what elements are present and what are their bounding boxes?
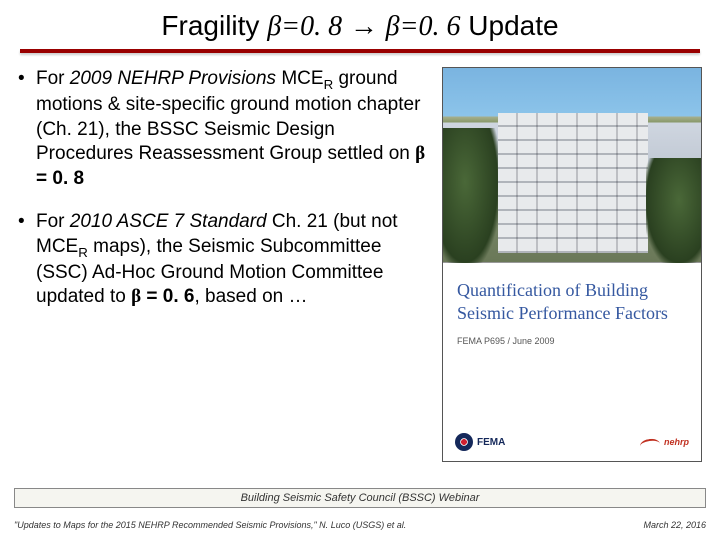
nehrp-logo: nehrp <box>646 437 689 447</box>
fema-logo: FEMA <box>455 433 505 451</box>
bottom-line: "Updates to Maps for the 2015 NEHRP Reco… <box>14 520 706 530</box>
slide-title: Fragility β=0. 8 → β=0. 6 Update <box>0 0 720 49</box>
bullet-item: •For 2010 ASCE 7 Standard Ch. 21 (but no… <box>18 210 426 310</box>
bullet-item: •For 2009 NEHRP Provisions MCER ground m… <box>18 67 426 192</box>
bullet-list: •For 2009 NEHRP Provisions MCER ground m… <box>18 67 426 462</box>
cover-title: Quantification of Building Seismic Perfo… <box>457 279 687 324</box>
cover-photo <box>443 68 701 263</box>
citation: "Updates to Maps for the 2015 NEHRP Reco… <box>14 520 406 530</box>
footer-bar: Building Seismic Safety Council (BSSC) W… <box>14 488 706 508</box>
cover-image: Quantification of Building Seismic Perfo… <box>442 67 702 462</box>
content-area: •For 2009 NEHRP Provisions MCER ground m… <box>0 53 720 462</box>
cover-subtitle: FEMA P695 / June 2009 <box>457 336 687 346</box>
date: March 22, 2016 <box>643 520 706 530</box>
